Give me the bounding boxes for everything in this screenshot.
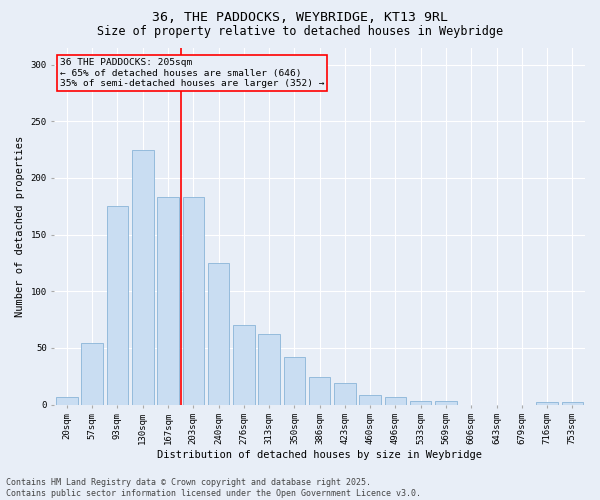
X-axis label: Distribution of detached houses by size in Weybridge: Distribution of detached houses by size … xyxy=(157,450,482,460)
Y-axis label: Number of detached properties: Number of detached properties xyxy=(15,136,25,316)
Bar xyxy=(359,396,381,404)
Bar xyxy=(132,150,154,404)
Bar xyxy=(410,401,431,404)
Bar xyxy=(182,197,204,404)
Bar xyxy=(536,402,558,404)
Bar xyxy=(56,396,77,404)
Bar xyxy=(233,325,254,404)
Bar xyxy=(157,197,179,404)
Bar xyxy=(284,357,305,405)
Bar xyxy=(309,378,331,404)
Bar xyxy=(107,206,128,404)
Bar xyxy=(82,344,103,404)
Bar xyxy=(208,263,229,404)
Text: 36 THE PADDOCKS: 205sqm
← 65% of detached houses are smaller (646)
35% of semi-d: 36 THE PADDOCKS: 205sqm ← 65% of detache… xyxy=(59,58,324,88)
Bar xyxy=(334,383,356,404)
Bar xyxy=(385,396,406,404)
Bar xyxy=(259,334,280,404)
Bar xyxy=(435,401,457,404)
Text: 36, THE PADDOCKS, WEYBRIDGE, KT13 9RL: 36, THE PADDOCKS, WEYBRIDGE, KT13 9RL xyxy=(152,11,448,24)
Text: Contains HM Land Registry data © Crown copyright and database right 2025.
Contai: Contains HM Land Registry data © Crown c… xyxy=(6,478,421,498)
Text: Size of property relative to detached houses in Weybridge: Size of property relative to detached ho… xyxy=(97,25,503,38)
Bar xyxy=(562,402,583,404)
